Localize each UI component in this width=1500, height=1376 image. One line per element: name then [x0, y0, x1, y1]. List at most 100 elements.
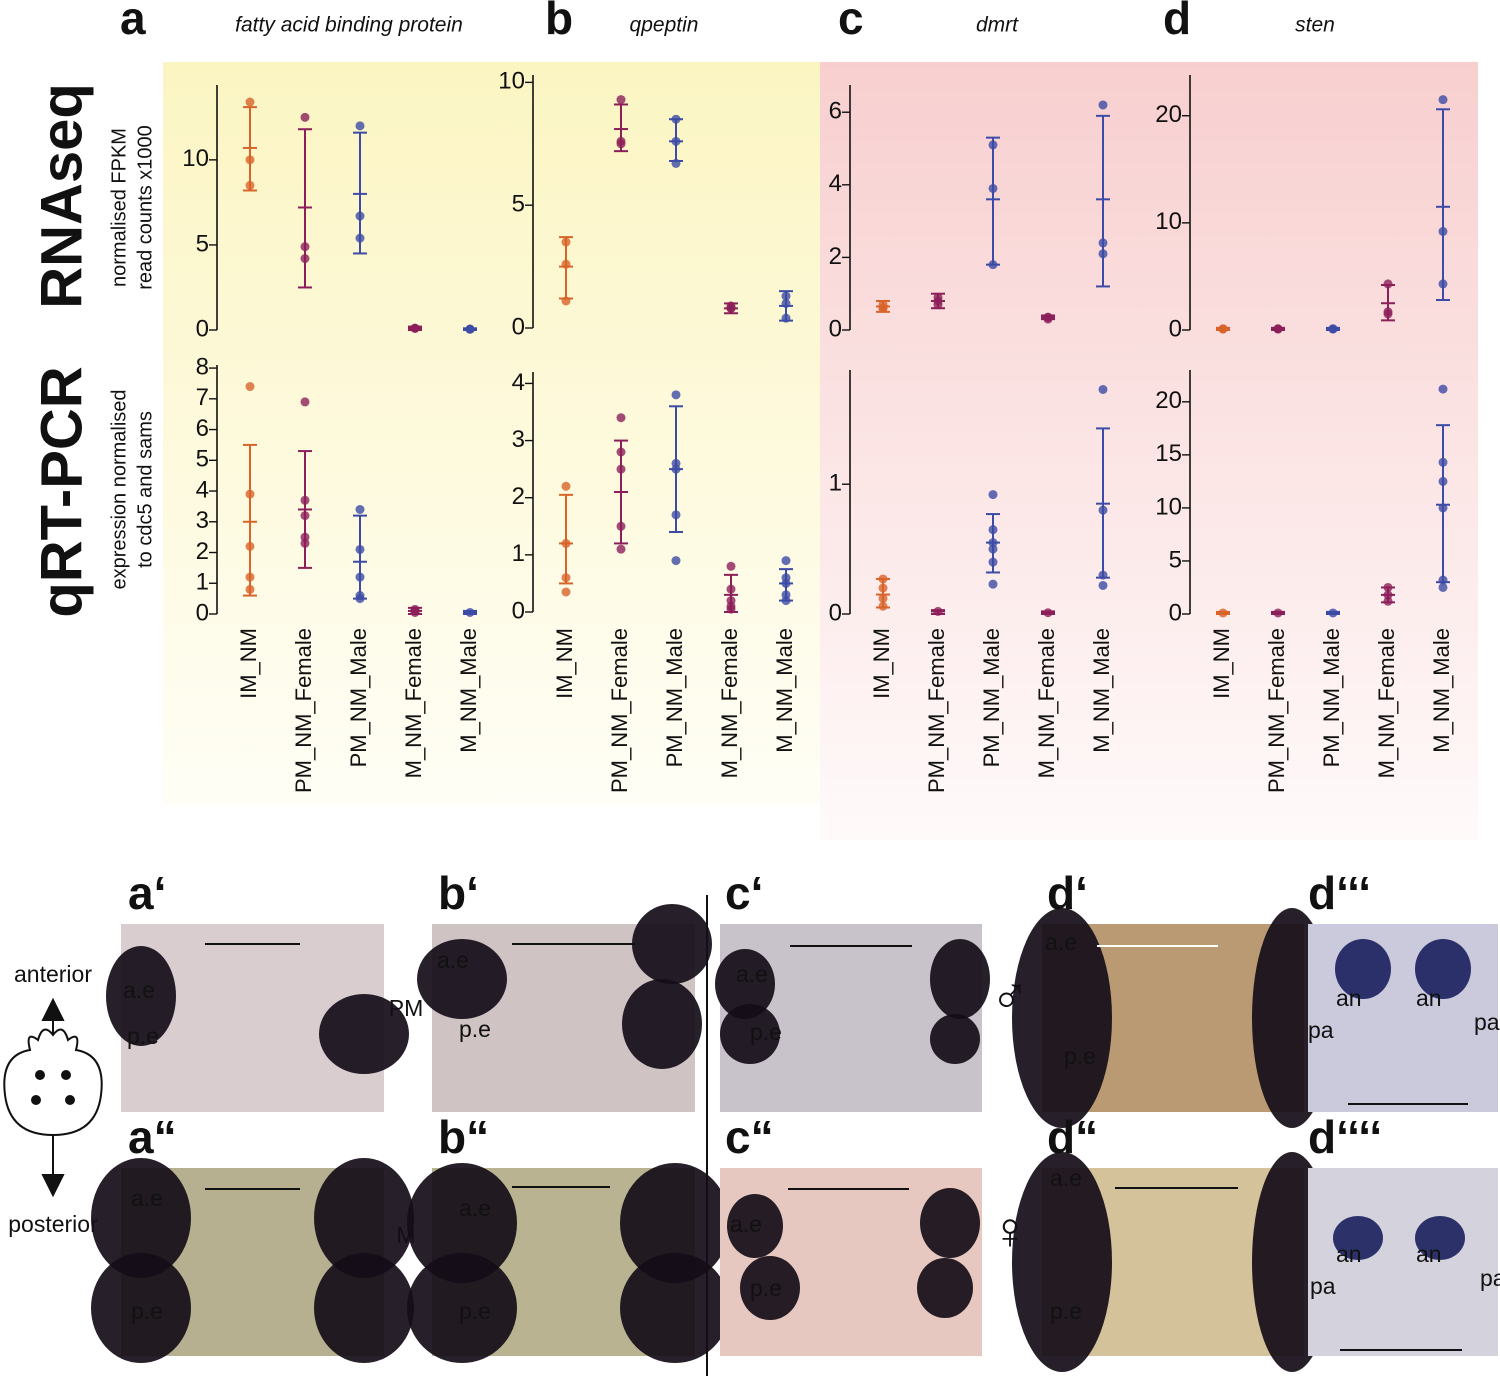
data-point [1438, 503, 1448, 513]
photo-annotation: a.e [437, 947, 469, 973]
y-tick-label: 0 [829, 599, 842, 626]
gene-title: dmrt [976, 14, 1019, 37]
data-point [1328, 324, 1338, 334]
panel-letter: a [120, 0, 146, 44]
y-axis-label: to cdc5 and sams [134, 411, 156, 568]
eye-blob [1415, 1216, 1465, 1260]
data-point [781, 596, 791, 606]
y-tick-label: 0 [512, 313, 525, 340]
photo-annotation: p.e [1050, 1298, 1082, 1324]
photo-panel-label: c‘ [725, 867, 763, 919]
data-point [1383, 596, 1393, 606]
y-tick-label: 5 [196, 446, 209, 473]
eye-blob [106, 946, 176, 1046]
y-tick-label: 3 [196, 507, 209, 534]
x-tick-label: M_NM_Male [1089, 628, 1114, 753]
photo-annotation: an [1336, 1241, 1362, 1267]
data-point [988, 140, 998, 150]
data-point [878, 593, 888, 603]
data-point [355, 544, 365, 554]
data-point [878, 303, 888, 313]
photo-annotation: an [1336, 985, 1362, 1011]
data-point [671, 158, 681, 168]
data-point [988, 490, 998, 500]
data-point [1218, 324, 1228, 334]
photo-annotation: a.e [736, 961, 768, 987]
eye-blob [1415, 939, 1471, 999]
data-point [355, 233, 365, 243]
photo-annotation: p.e [750, 1275, 782, 1301]
photo [1308, 1168, 1498, 1356]
data-point [300, 112, 310, 122]
eye-blob [727, 1194, 783, 1258]
data-point [671, 390, 681, 400]
x-tick-label: M_NM_Female [401, 628, 426, 778]
photo-panel-label: d‘‘‘ [1308, 867, 1371, 919]
photo-panel-label: d“ [1047, 1111, 1098, 1163]
data-point [1043, 314, 1053, 324]
data-point [988, 525, 998, 535]
y-tick-label: 5 [1169, 546, 1182, 573]
x-tick-label: M_NM_Female [717, 628, 742, 778]
x-tick-label: PM_NM_Female [607, 628, 632, 793]
posterior-label: posterior [8, 1211, 98, 1237]
data-point [300, 254, 310, 264]
data-point [300, 538, 310, 548]
eye-blob [620, 1253, 730, 1363]
eye-blob [407, 1163, 517, 1283]
y-tick-label: 2 [829, 243, 842, 270]
photo-annotation: p.e [459, 1016, 491, 1042]
y-tick-label: 20 [1155, 101, 1182, 128]
photo-panel-label: b“ [438, 1111, 489, 1163]
eye-blob [715, 949, 775, 1019]
eye-blob [632, 904, 712, 984]
eye-blob [91, 1253, 191, 1363]
data-point [616, 139, 626, 149]
data-point [878, 601, 888, 611]
photo-annotation: p.e [750, 1019, 782, 1045]
data-point [726, 584, 736, 594]
data-point [726, 561, 736, 571]
data-point [933, 300, 943, 310]
data-point [988, 557, 998, 567]
data-point [245, 180, 255, 190]
y-tick-label: 6 [829, 98, 842, 125]
data-point [355, 121, 365, 131]
data-point [1438, 279, 1448, 289]
y-tick-label: 10 [1155, 208, 1182, 235]
data-point [465, 324, 475, 334]
y-tick-label: 4 [829, 170, 842, 197]
data-point [988, 183, 998, 193]
data-point [671, 464, 681, 474]
data-point [245, 155, 255, 165]
gene-title: fatty acid binding protein [235, 14, 463, 37]
x-tick-label: PM_NM_Female [1264, 628, 1289, 793]
data-point [1383, 590, 1393, 600]
y-tick-label: 0 [196, 599, 209, 626]
data-point [300, 397, 310, 407]
y-tick-label: 4 [196, 476, 209, 503]
data-point [1438, 384, 1448, 394]
x-tick-label: IM_NM [1209, 628, 1234, 699]
data-point [726, 303, 736, 313]
data-point [616, 464, 626, 474]
photo [1308, 924, 1498, 1112]
data-point [1098, 580, 1108, 590]
data-point [1098, 570, 1108, 580]
eye-blob [407, 1253, 517, 1363]
data-point [355, 504, 365, 514]
data-point [1438, 575, 1448, 585]
data-point [245, 572, 255, 582]
eye-blob [920, 1188, 980, 1258]
data-point [1383, 309, 1393, 319]
photo-annotation: a.e [730, 1211, 762, 1237]
eye-blob [622, 979, 702, 1069]
data-point [616, 447, 626, 457]
eye-blob [1012, 1152, 1112, 1372]
photo-panel-label: c“ [725, 1111, 774, 1163]
photo-annotation: pa [1480, 1265, 1500, 1291]
photo-annotation: p.e [131, 1298, 163, 1324]
data-point [616, 95, 626, 105]
bg-pink [820, 62, 1478, 840]
